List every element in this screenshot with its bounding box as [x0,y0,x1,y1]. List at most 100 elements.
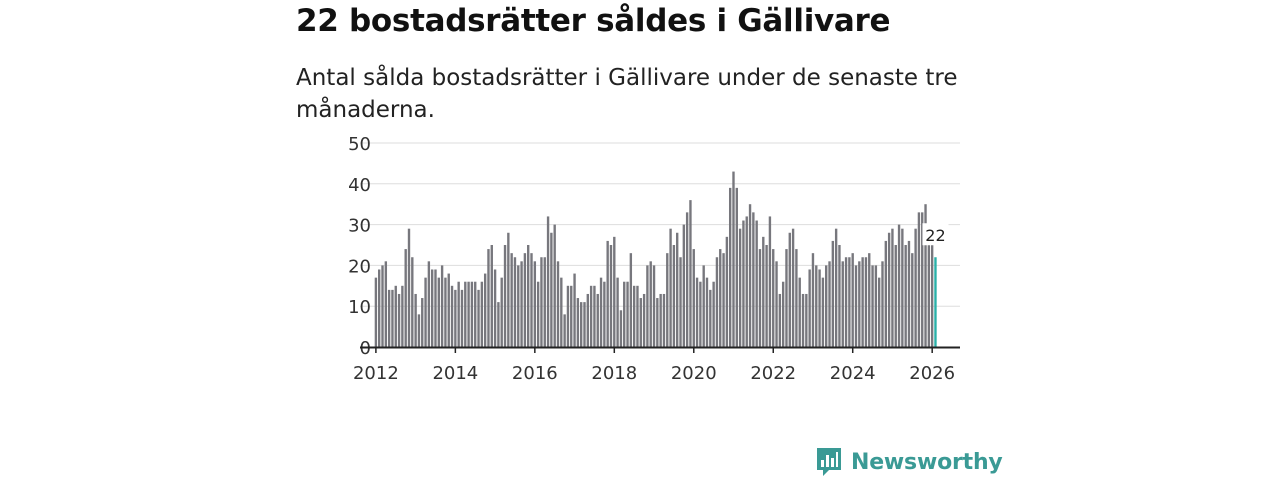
y-tick-label: 20 [348,256,371,277]
bar [513,257,517,347]
bar [586,293,589,347]
bar [477,289,480,347]
bar [914,228,917,347]
bar [424,277,427,347]
bar [930,228,934,347]
bar [623,281,626,347]
bar [411,257,414,347]
bar [444,277,447,347]
bar [722,253,725,347]
bar [417,314,421,347]
x-tick-label: 2014 [432,363,478,384]
bar [440,265,444,347]
bar [656,298,659,347]
bar [642,293,646,347]
bar [616,277,619,347]
bar [652,265,656,347]
bar [460,289,464,347]
bar [662,293,666,347]
bar [381,265,384,347]
bar [378,269,381,347]
bar [728,187,732,347]
bar [811,253,815,347]
bar [493,269,497,347]
bar-highlight [934,257,937,347]
bar [679,257,682,347]
bar [705,277,709,347]
bar [848,257,851,347]
bar [414,293,417,347]
bar [907,240,911,347]
bar [566,285,570,347]
bar [699,281,702,347]
bar [791,228,795,347]
bar [437,277,440,347]
bar [858,261,861,347]
x-tick-label: 2016 [512,363,558,384]
bar [596,293,599,347]
bar [901,228,904,347]
annotation-background [922,223,949,246]
bar [487,249,490,347]
bar [579,302,583,347]
bar [374,277,378,347]
bar [536,281,540,347]
bar [768,216,772,347]
bar [543,257,546,347]
bar [841,261,844,347]
bar [450,285,454,347]
chart-subtitle: Antal sålda bostadsrätter i Gällivare un… [296,65,958,123]
newsworthy-logo: Newsworthy [815,446,1003,478]
bar [695,277,699,347]
bar [457,281,460,347]
y-axis-ticks: 01020304050 [348,134,371,359]
bar [775,261,778,347]
bar [394,285,397,347]
highlight-annotation: 22 [922,223,949,246]
bar [556,261,560,347]
bar [576,298,580,347]
bar [404,249,407,347]
bar [772,249,775,347]
bar [709,289,712,347]
bar [520,261,523,347]
chart-title: 22 bostadsrätter såldes i Gällivare [296,3,891,39]
bar [781,281,785,347]
bar [742,220,745,347]
bar [490,245,493,347]
bar [603,281,606,347]
bar [732,171,735,347]
bar [474,281,477,347]
bar [851,253,854,347]
bar [692,249,695,347]
bar [864,257,868,347]
bar [682,224,686,347]
bar [874,265,878,347]
bar [387,289,391,347]
bar [778,293,782,347]
bar [765,245,768,347]
bar [646,265,649,347]
bar [447,273,450,347]
bar [609,245,613,347]
bar [613,236,616,347]
y-tick-label: 10 [348,297,371,318]
bar [715,257,719,347]
bar [454,289,457,347]
bar [821,277,825,347]
bar [868,253,871,347]
bar [507,232,510,347]
bar [573,273,576,347]
bar [401,285,404,347]
bar [877,277,881,347]
bar [503,245,507,347]
bar [887,232,891,347]
bar [530,253,533,347]
bar [407,228,411,347]
annotation-label: 22 [925,226,945,245]
bar [755,220,758,347]
bar [391,289,394,347]
bar [712,281,715,347]
bar [818,269,821,347]
